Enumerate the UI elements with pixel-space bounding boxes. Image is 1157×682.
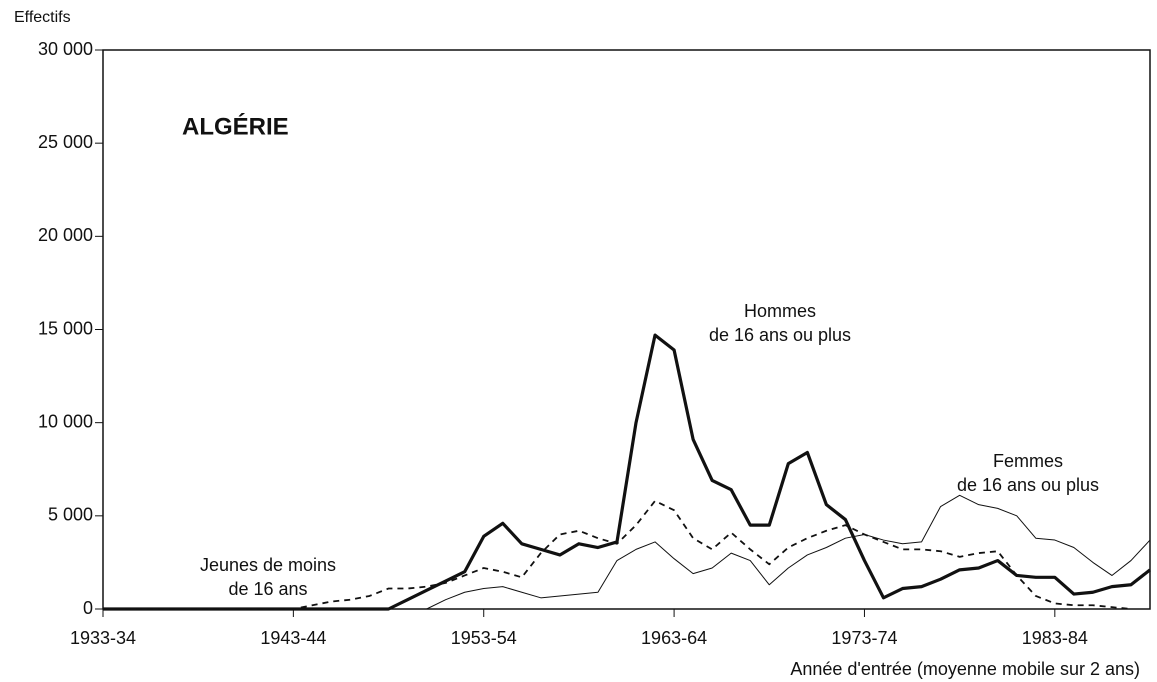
chart-title: ALGÉRIE <box>182 112 289 140</box>
annotation: Jeunes de moins <box>200 555 336 575</box>
y-tick-label: 30 000 <box>38 39 93 59</box>
x-tick-label: 1963-64 <box>641 628 707 648</box>
x-tick-label: 1943-44 <box>260 628 326 648</box>
x-tick-label: 1973-74 <box>831 628 897 648</box>
annotation: de 16 ans <box>228 579 307 599</box>
series-line <box>103 333 1151 611</box>
annotation: Femmes <box>993 451 1063 471</box>
y-tick-label: 5 000 <box>48 505 93 525</box>
x-axis-label: Année d'entrée (moyenne mobile sur 2 ans… <box>790 659 1140 679</box>
y-tick-label: 0 <box>83 598 93 618</box>
series-line <box>426 494 1151 610</box>
x-tick-label: 1933-34 <box>70 628 136 648</box>
x-tick-label: 1983-84 <box>1022 628 1088 648</box>
y-tick-label: 20 000 <box>38 225 93 245</box>
series-line <box>103 500 1132 610</box>
y-tick-label: 25 000 <box>38 132 93 152</box>
y-axis-label: Effectifs <box>14 9 71 26</box>
annotation: de 16 ans ou plus <box>709 325 851 345</box>
x-tick-label: 1953-54 <box>451 628 517 648</box>
y-tick-label: 10 000 <box>38 411 93 431</box>
annotation: Hommes <box>744 301 816 321</box>
annotation: de 16 ans ou plus <box>957 475 1099 495</box>
y-tick-label: 15 000 <box>38 318 93 338</box>
